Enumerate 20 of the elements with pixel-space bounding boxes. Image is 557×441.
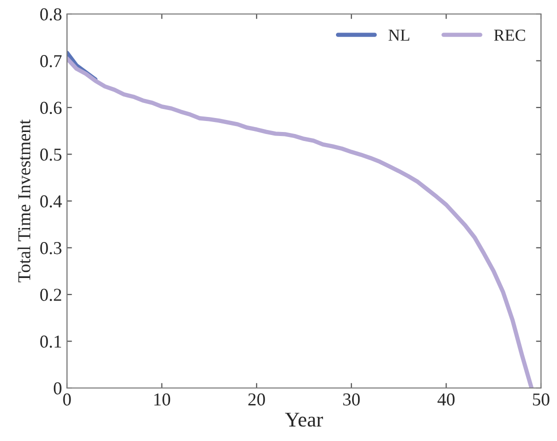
x-tick-label: 40 bbox=[438, 393, 455, 406]
y-tick-label: 0.3 bbox=[40, 242, 62, 254]
y-tick-label: 0.8 bbox=[40, 8, 62, 21]
y-tick-label: 0.5 bbox=[40, 148, 62, 161]
x-axis-title: Year bbox=[285, 412, 324, 427]
y-tick-label: 0.7 bbox=[40, 55, 62, 68]
x-tick-label: 0 bbox=[63, 393, 71, 406]
x-tick-label: 20 bbox=[248, 393, 265, 406]
y-tick-label: 0.2 bbox=[40, 288, 62, 302]
y-tick-label: 0.4 bbox=[40, 195, 62, 208]
x-tick-label: 30 bbox=[343, 393, 360, 406]
y-tick-label: 0 bbox=[54, 382, 62, 394]
legend-label: REC bbox=[494, 30, 526, 41]
y-tick-label: 0.1 bbox=[40, 336, 62, 348]
legend-label: NL bbox=[388, 30, 410, 41]
y-tick-label: 0.6 bbox=[40, 102, 62, 114]
line-series bbox=[67, 56, 534, 388]
x-tick-label: 50 bbox=[533, 393, 550, 406]
x-tick-label: 10 bbox=[154, 393, 170, 406]
y-axis-title: Total Time Investment bbox=[18, 119, 30, 282]
